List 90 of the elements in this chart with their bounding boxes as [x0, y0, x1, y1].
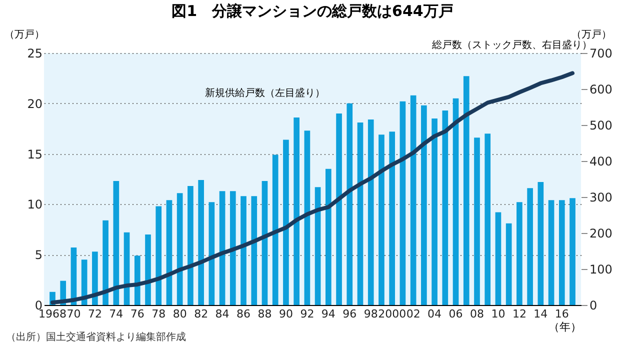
bar — [156, 206, 162, 305]
bar — [294, 118, 300, 305]
bar — [357, 122, 364, 305]
text: 総戸数（ストック戸数、右目盛り） — [432, 40, 592, 51]
bar — [506, 223, 512, 305]
x-tick-label: 88 — [258, 308, 272, 320]
bar — [251, 196, 258, 305]
bar — [176, 193, 183, 305]
x-tick-label: 70 — [66, 308, 81, 320]
bar — [240, 196, 246, 305]
bar — [166, 200, 172, 305]
bar — [484, 134, 491, 305]
bar — [145, 234, 151, 305]
bar — [230, 191, 236, 305]
y-tick-label: 20 — [27, 96, 42, 111]
bar — [463, 76, 470, 305]
bar — [198, 180, 204, 305]
y2-tick-label: 400 — [590, 154, 612, 168]
bar — [421, 105, 427, 305]
bar — [262, 181, 268, 305]
x-tick-label: 74 — [109, 308, 124, 320]
bar — [378, 134, 384, 305]
x-tick-label: 72 — [88, 308, 102, 320]
bar — [272, 154, 278, 305]
x-tick-label: 96 — [342, 308, 357, 320]
bar — [474, 138, 480, 305]
bar — [92, 252, 98, 305]
bar — [336, 113, 342, 305]
bar — [314, 187, 321, 305]
x-tick-label: 08 — [470, 308, 484, 320]
x-axis-title: （年） — [548, 320, 582, 334]
x-tick-label: 86 — [236, 308, 251, 320]
bar — [495, 212, 502, 305]
bar — [368, 120, 374, 305]
y2-tick-label: 600 — [590, 82, 612, 96]
x-tick-label: 14 — [534, 308, 548, 320]
bar — [346, 103, 353, 305]
x-tick-label: 80 — [172, 308, 187, 320]
bar — [442, 110, 448, 305]
x-tick-label: 16 — [554, 308, 569, 320]
x-tick-label: 2000 — [378, 308, 406, 320]
bar — [219, 191, 226, 305]
x-tick-label: 98 — [364, 308, 378, 320]
bar — [432, 118, 438, 305]
bar — [208, 202, 215, 305]
bar — [516, 202, 522, 305]
y2-tick-label: 0 — [590, 298, 598, 312]
bar — [558, 200, 565, 305]
bar — [410, 95, 416, 305]
bar — [283, 140, 289, 305]
x-tick-label: 90 — [278, 308, 293, 320]
y2-tick-label: 300 — [590, 190, 612, 204]
y-axis-title: （万戸） — [4, 30, 44, 40]
text: （出所）国土交通省資料より編集部作成 — [6, 330, 186, 344]
x-tick-label: 06 — [448, 308, 463, 320]
y2-tick-label: 700 — [590, 46, 612, 60]
bar — [188, 186, 194, 305]
bar — [452, 98, 459, 305]
x-tick-label: 12 — [512, 308, 526, 320]
bar — [538, 182, 544, 305]
bar — [102, 220, 108, 305]
x-tick-label: 02 — [406, 308, 420, 320]
x-tick-label: 82 — [194, 308, 208, 320]
bar — [134, 256, 140, 305]
y2-tick-label: 200 — [590, 226, 612, 240]
bar — [570, 198, 576, 305]
line-series — [50, 71, 575, 304]
bar — [389, 132, 396, 305]
x-tick-label: 84 — [215, 308, 230, 320]
bar — [400, 101, 406, 305]
series-label: 新規供給戸数（左目盛り） — [205, 86, 325, 100]
bar — [527, 188, 533, 305]
x-tick-label: 92 — [300, 308, 314, 320]
x-tick-label: 94 — [321, 308, 336, 320]
y-tick-label: 5 — [34, 248, 42, 262]
y2-tick-label: 500 — [590, 118, 612, 132]
x-tick-label: 76 — [130, 308, 144, 320]
bar — [548, 200, 554, 305]
y2-tick-label: 100 — [590, 262, 612, 276]
y2-axis-title: （万戸） — [572, 30, 612, 40]
bar — [326, 168, 332, 305]
x-tick-label: 04 — [428, 308, 442, 320]
bar — [304, 130, 310, 305]
x-tick-label: 78 — [152, 308, 166, 320]
y-tick-label: 25 — [27, 46, 42, 60]
x-tick-label: 10 — [491, 308, 506, 320]
y-tick-label: 10 — [27, 198, 42, 212]
chart-title: 図1 分譲マンションの総戸数は644万戸 — [172, 2, 454, 20]
bar — [113, 181, 120, 305]
y-tick-label: 15 — [27, 147, 42, 162]
